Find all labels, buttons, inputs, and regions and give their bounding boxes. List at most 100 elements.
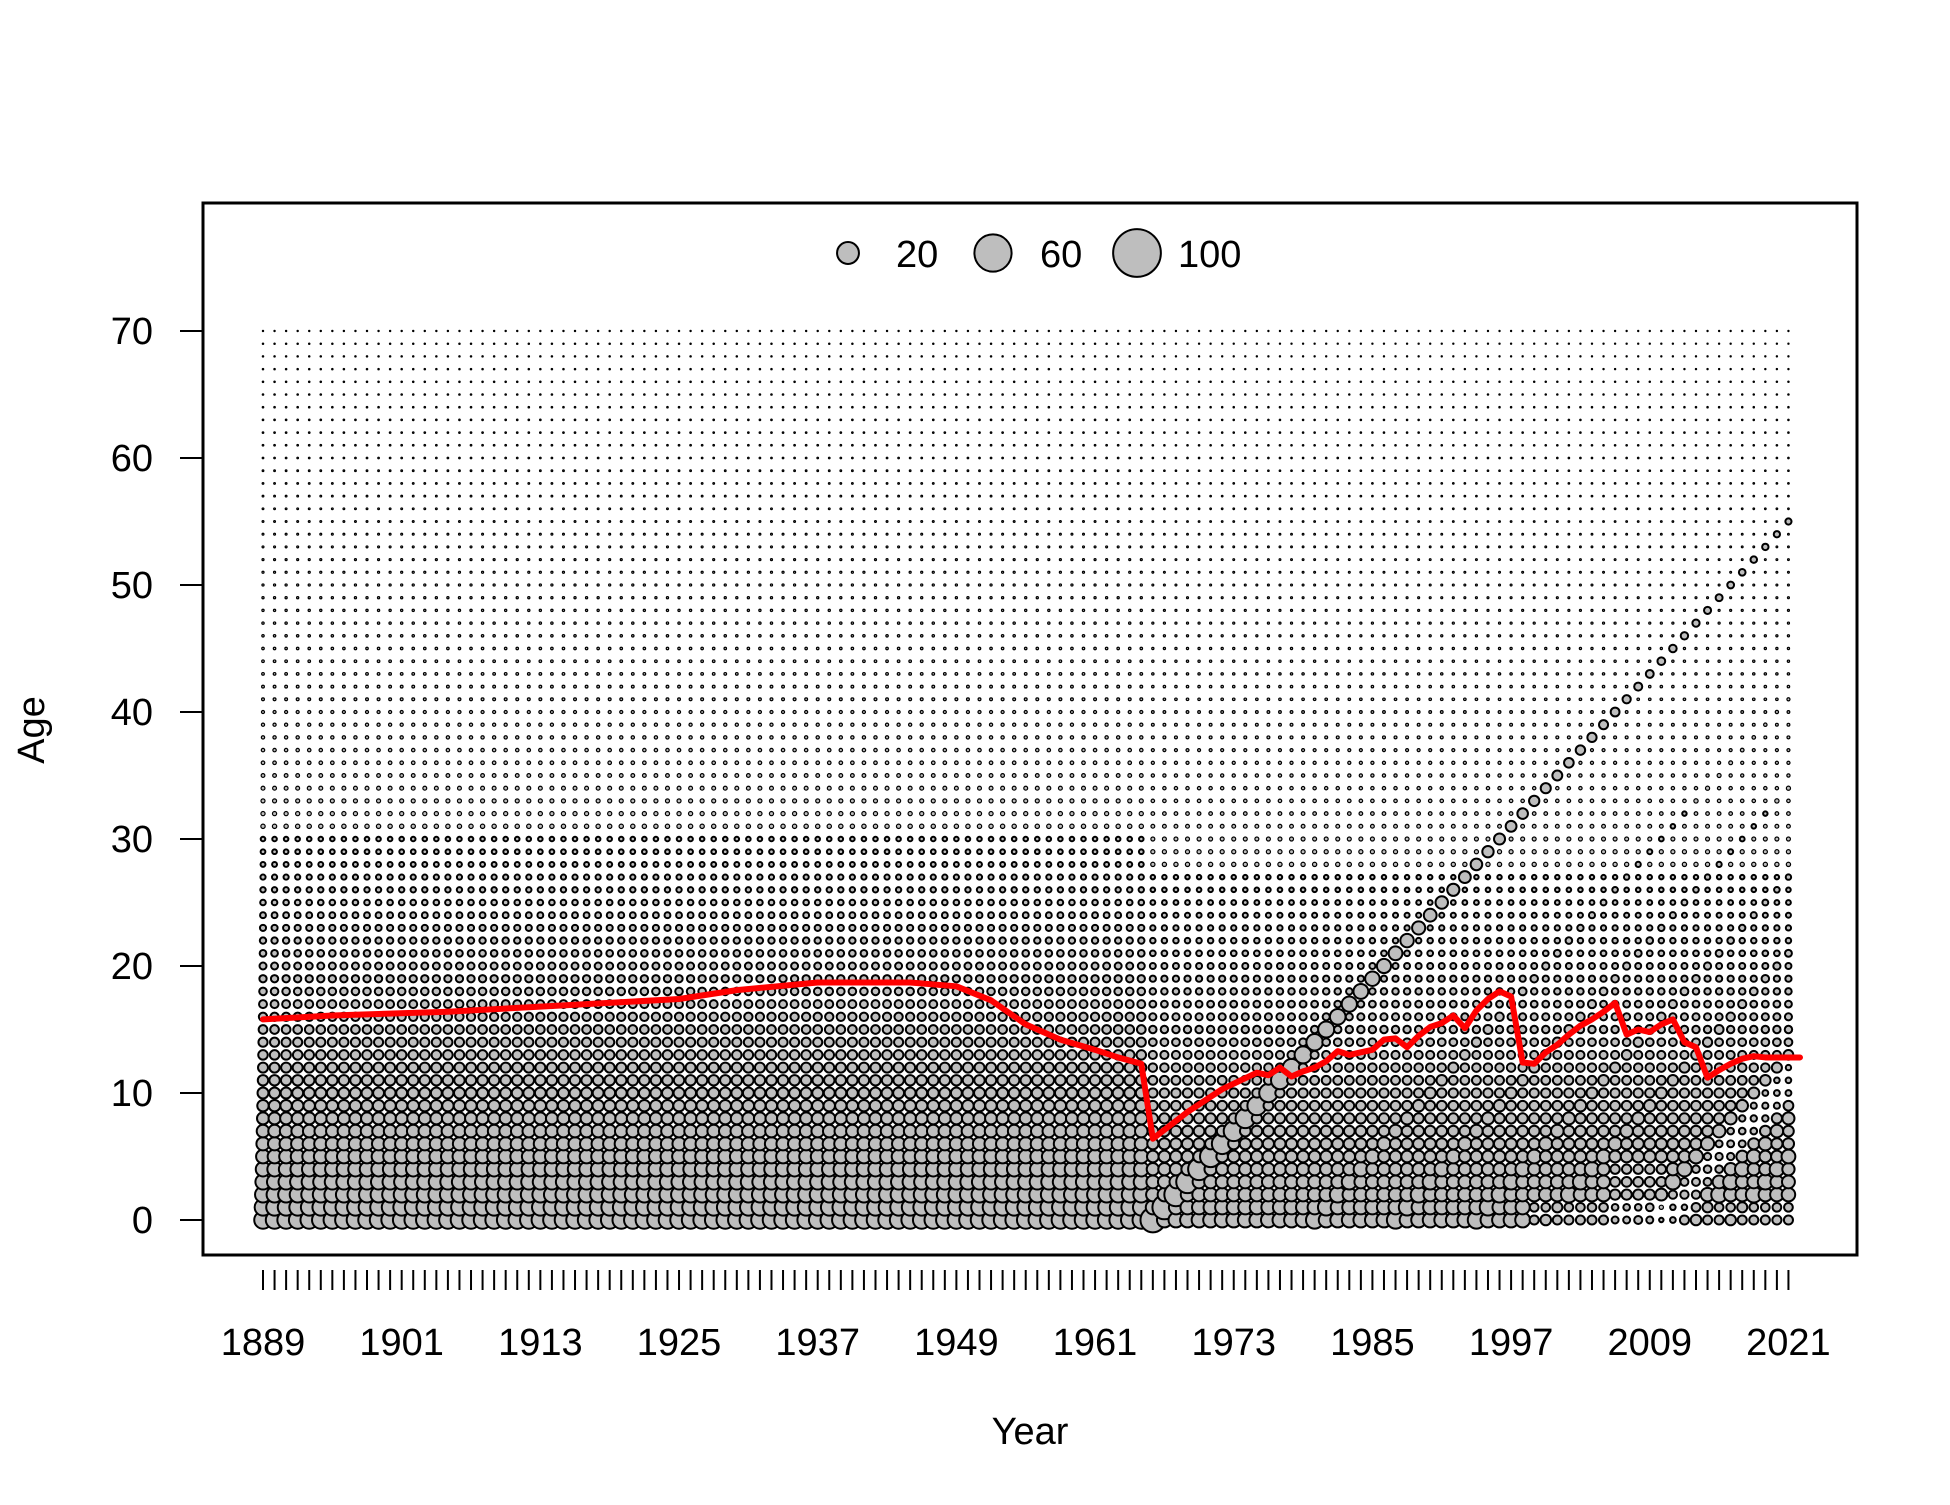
bubble-point: [550, 380, 554, 384]
bubble-point: [319, 443, 323, 447]
bubble-point: [314, 1098, 328, 1113]
bubble-point: [883, 923, 892, 932]
bubble-point: [457, 722, 462, 727]
bubble-point: [975, 886, 984, 894]
bubble-point: [778, 923, 788, 932]
bubble-point: [639, 1011, 650, 1022]
bubble-point: [628, 948, 638, 958]
bubble-point: [568, 1086, 582, 1100]
bubble-point: [423, 621, 427, 625]
bubble-point: [573, 570, 577, 574]
bubble-point: [989, 418, 993, 422]
bubble-point: [883, 886, 891, 894]
bubble-point: [398, 848, 406, 856]
bubble-point: [536, 911, 545, 920]
bubble-point: [272, 722, 277, 727]
bubble-point: [943, 329, 947, 333]
bubble-point: [816, 583, 820, 587]
bubble-point: [1055, 1011, 1066, 1022]
bubble-point: [989, 481, 993, 485]
bubble-point: [999, 873, 1007, 881]
bubble-point: [896, 735, 901, 740]
bubble-point: [1066, 999, 1077, 1010]
bubble-point: [342, 443, 346, 447]
bubble-point: [735, 456, 739, 460]
bubble-point: [440, 1111, 455, 1126]
bubble-point: [270, 911, 279, 920]
bubble-point: [585, 481, 589, 485]
bubble-point: [581, 1036, 593, 1048]
bubble-point: [342, 405, 346, 409]
bubble-point: [585, 532, 589, 536]
bubble-point: [296, 532, 300, 536]
bubble-point: [596, 418, 600, 422]
bubble-point: [337, 1061, 350, 1074]
bubble-point: [1000, 773, 1006, 778]
bubble-point: [871, 936, 880, 945]
bubble-point: [699, 735, 705, 740]
bubble-point: [258, 936, 268, 945]
bubble-point: [1001, 532, 1005, 536]
bubble-point: [522, 1098, 536, 1113]
bubble-point: [1023, 722, 1028, 727]
bubble-point: [364, 798, 370, 804]
bubble-point: [869, 1086, 882, 1100]
bubble-point: [515, 697, 520, 702]
bubble-point: [433, 760, 439, 766]
bubble-point: [943, 342, 947, 345]
bubble-point: [707, 1061, 720, 1074]
bubble-point: [351, 898, 360, 907]
bubble-point: [364, 773, 370, 778]
bubble-point: [1056, 923, 1065, 932]
bubble-point: [723, 684, 728, 689]
bubble-point: [906, 886, 914, 894]
bubble-point: [1035, 405, 1039, 409]
bubble-point: [1011, 735, 1017, 740]
bubble-point: [825, 835, 833, 843]
bubble-point: [793, 481, 797, 485]
bubble-point: [1012, 507, 1016, 511]
bubble-point: [568, 1074, 582, 1087]
bubble-point: [372, 1074, 385, 1087]
bubble-point: [791, 860, 799, 868]
bubble-point: [534, 1036, 546, 1048]
bubble-point: [943, 405, 947, 409]
bubble-point: [594, 835, 602, 843]
bubble-point: [827, 570, 831, 574]
bubble-point: [585, 456, 588, 460]
bubble-point: [724, 342, 727, 345]
bubble-point: [503, 773, 509, 778]
bubble-point: [629, 898, 637, 907]
bubble-point: [989, 583, 993, 587]
bubble-point: [626, 1074, 640, 1087]
bubble-point: [341, 747, 347, 753]
bubble-point: [643, 355, 646, 358]
bubble-point: [642, 469, 646, 473]
bubble-point: [455, 873, 464, 881]
bubble-point: [758, 342, 762, 345]
bubble-point: [295, 621, 300, 625]
bubble-point: [535, 986, 546, 997]
bubble-point: [296, 342, 299, 345]
bubble-point: [469, 431, 473, 434]
bubble-point: [445, 671, 450, 676]
bubble-point: [464, 1098, 478, 1113]
bubble-point: [342, 570, 346, 574]
bubble-point: [504, 443, 508, 447]
bubble-point: [441, 1061, 454, 1074]
bubble-point: [372, 1061, 385, 1074]
bubble-point: [781, 443, 785, 447]
bubble-point: [859, 948, 869, 958]
bubble-point: [1042, 1098, 1056, 1113]
bubble-point: [966, 431, 970, 434]
bubble-point: [607, 747, 612, 753]
bubble-point: [733, 860, 741, 868]
bubble-point: [581, 1011, 592, 1022]
bubble-point: [874, 329, 877, 333]
bubble-point: [492, 596, 496, 600]
bubble-point: [434, 684, 439, 689]
bubble-point: [653, 684, 658, 689]
bubble-point: [631, 367, 635, 371]
bubble-point: [885, 481, 889, 485]
bubble-point: [615, 1049, 628, 1061]
